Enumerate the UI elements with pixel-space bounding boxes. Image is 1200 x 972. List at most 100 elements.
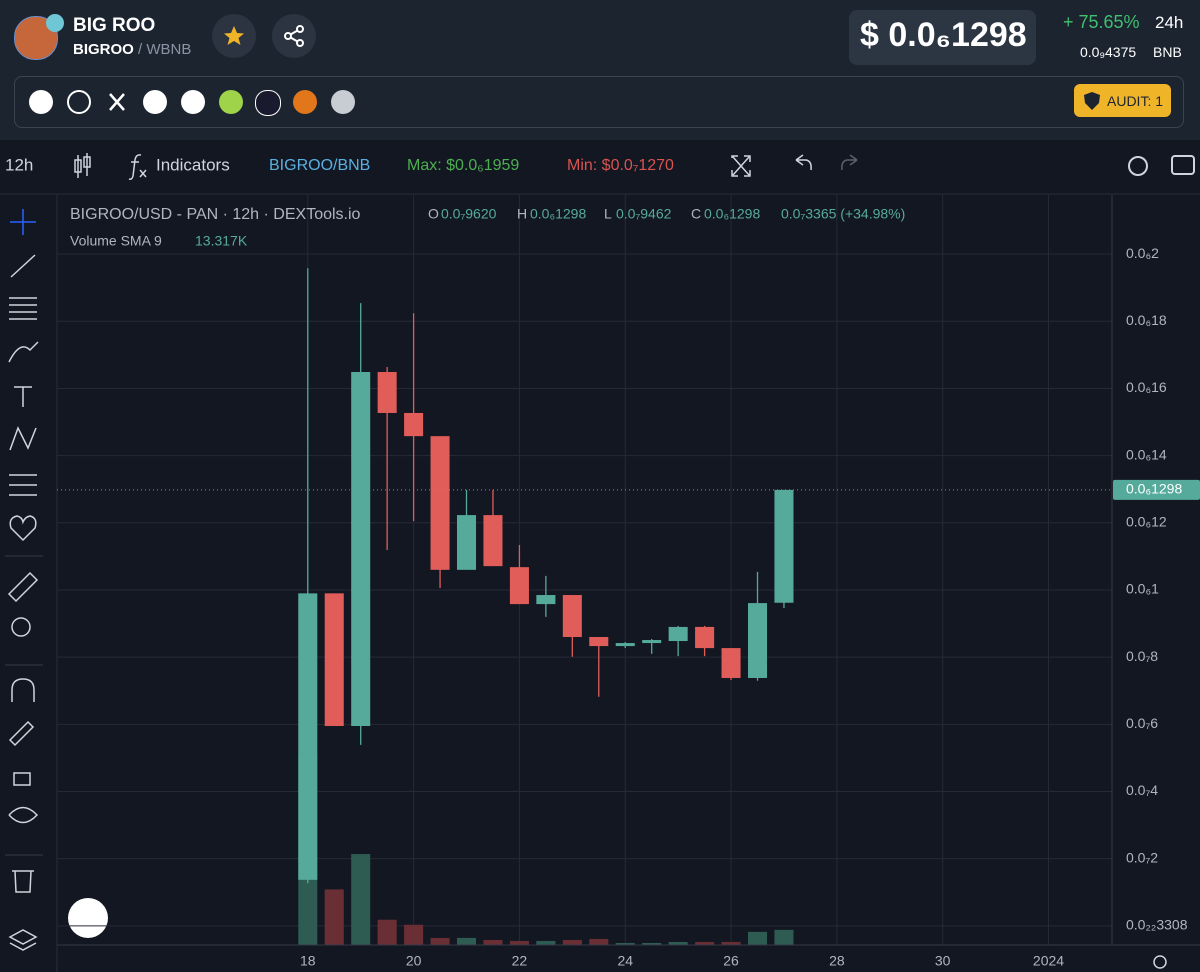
settings-icon[interactable] [1128,156,1148,176]
volume-bar [589,938,609,945]
volume-bar [377,919,397,945]
telegram-link[interactable] [143,90,167,114]
x-tick-label: 26 [723,953,739,969]
volume-bar [536,940,556,945]
price-bnb: 0.0₉4375 [1080,44,1137,60]
symbol: BIGROO [73,41,134,58]
candle-type-icon[interactable] [74,153,91,178]
candle-body [536,595,556,605]
visibility-tool[interactable] [8,806,39,824]
coingecko-link[interactable] [219,90,243,114]
volume-bar [747,931,768,945]
snapshot-icon[interactable] [1171,155,1195,175]
chart-link[interactable] [29,90,53,114]
candle-body [642,640,662,644]
candle-body [747,603,768,678]
layers-tool[interactable] [8,929,38,951]
redo-icon[interactable] [841,154,858,171]
favorites-tool[interactable] [9,515,37,542]
zoom-tool[interactable] [11,617,31,637]
low-value: 0.0₇9462 [616,206,672,222]
fx-icon[interactable] [128,154,147,180]
website-link[interactable] [67,90,91,114]
candle-body [562,595,582,638]
candle-body [483,515,503,567]
brush-tool[interactable] [8,341,39,363]
x-tick-label: 22 [512,953,528,969]
open-label: O [428,206,439,222]
price-label-bg [1113,479,1200,500]
period: 24h [1155,13,1184,32]
lock-tool[interactable] [13,772,31,786]
volume-bar [456,937,477,945]
audit-button[interactable]: AUDIT: 1 [1074,84,1171,117]
metamask-link[interactable] [293,90,317,114]
pair-switch[interactable]: BIGROO/BNB [269,157,370,174]
price-bnb-unit: BNB [1153,44,1182,60]
audit-label: AUDIT: 1 [1107,93,1164,109]
low-label: L [604,206,612,222]
x-link[interactable] [105,90,129,114]
indicators[interactable]: Indicators [156,155,230,174]
candle-body [695,626,715,649]
text-tool[interactable] [14,386,32,407]
high-label: H [517,206,527,222]
y-tick-label: 0.0₇8 [1126,648,1158,664]
y-tick-label: 0.0₆18 [1126,312,1167,328]
y-tick-label: 0.0₇2 [1126,849,1158,865]
max-price: Max: $0.0₆1959 [407,157,519,174]
star-icon [224,26,244,45]
interval[interactable]: 12h [5,155,33,174]
open-value: 0.0₇9620 [441,206,497,222]
chart-legend: BIGROO/USD - PAN · 12h · DEXTools.io O 0… [70,206,905,249]
pair: BIGROO / WBNB [73,41,191,58]
volume-bar [615,942,635,945]
fullscreen-icon[interactable] [731,155,751,177]
x-tick-label: 18 [300,953,316,969]
lock-drawing-tool[interactable] [8,720,35,747]
pattern-tool[interactable] [9,426,37,451]
y-tick-label: 0.0₂₂3308 [1126,917,1188,933]
volume-bar [721,941,741,945]
volume-bar [509,940,529,945]
close-value: 0.0₆1298 [704,206,760,222]
axis-settings[interactable] [1153,955,1167,969]
trendline-tool[interactable] [10,254,36,278]
crosshair-tool[interactable] [10,209,36,235]
prediction-tool[interactable] [9,474,37,496]
volume-bar [668,941,688,945]
x-tick-label: 30 [935,953,951,969]
candle-body [721,648,741,678]
volume-bar [351,854,371,945]
favorite-button[interactable] [212,14,256,58]
volume-value: 13.317K [195,233,248,249]
undo-icon[interactable] [795,154,812,171]
volume-bar [562,939,582,945]
price-box [849,10,1036,65]
reddit-link[interactable] [181,90,205,114]
candle-body [589,637,609,647]
candle-body [615,643,635,647]
candle-body [509,567,529,605]
candle-body [377,372,397,413]
candle-body [324,593,344,727]
close-label: C [691,206,701,222]
candle-body [774,489,794,603]
volume-bar [483,939,503,945]
x-tick-label: 2024 [1033,953,1064,969]
more-button[interactable] [331,90,355,114]
high-value: 0.0₆1298 [530,206,586,222]
delete-tool[interactable] [12,870,34,893]
tradingview-logo[interactable] [68,898,108,938]
magnet-tool[interactable] [11,678,35,702]
fib-tool[interactable] [9,297,37,320]
dapp-link[interactable] [255,90,281,116]
price-change: + 75.65% [1063,12,1140,32]
chart-bg [0,140,1200,972]
share-button[interactable] [272,14,316,58]
quote: WBNB [146,41,192,58]
y-tick-label: 0.0₆12 [1126,514,1167,530]
x-tick-label: 28 [829,953,845,969]
measure-tool[interactable] [7,571,39,603]
chain-badge [46,14,64,32]
